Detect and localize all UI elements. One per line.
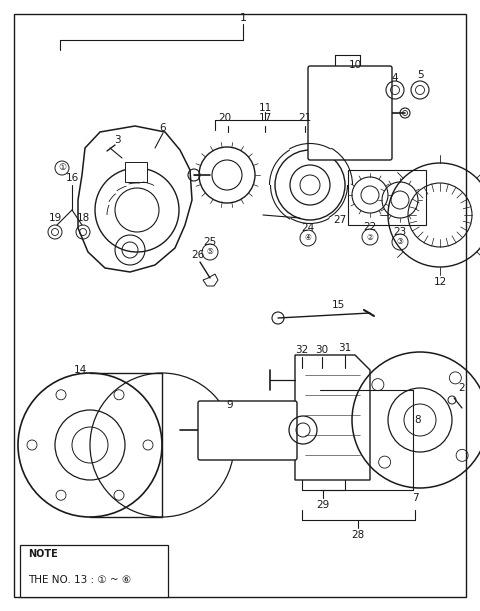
FancyBboxPatch shape	[198, 401, 297, 460]
Text: 25: 25	[204, 237, 216, 247]
Text: 32: 32	[295, 345, 309, 355]
FancyBboxPatch shape	[14, 14, 466, 597]
Text: 2: 2	[459, 383, 465, 393]
Text: 4: 4	[392, 73, 398, 83]
Text: 11: 11	[258, 103, 272, 113]
Text: 16: 16	[65, 173, 79, 183]
Text: 9: 9	[227, 400, 233, 410]
Text: 12: 12	[433, 277, 446, 287]
Text: ②: ②	[367, 233, 373, 241]
Text: 6: 6	[160, 123, 166, 133]
Text: 22: 22	[363, 222, 377, 232]
Text: THE NO. 13 : ① ~ ⑥: THE NO. 13 : ① ~ ⑥	[28, 575, 131, 585]
Text: 26: 26	[192, 250, 204, 260]
Text: 15: 15	[331, 300, 345, 310]
Text: 19: 19	[48, 213, 61, 223]
Text: 21: 21	[299, 113, 312, 123]
FancyBboxPatch shape	[20, 545, 168, 597]
Text: 31: 31	[338, 343, 352, 353]
Text: 17: 17	[258, 113, 272, 123]
Text: 23: 23	[394, 227, 407, 237]
Text: 10: 10	[348, 60, 361, 70]
Text: 30: 30	[315, 345, 329, 355]
Text: 1: 1	[240, 13, 247, 23]
Text: 5: 5	[417, 70, 423, 80]
Text: ①: ①	[58, 164, 66, 172]
Text: 18: 18	[76, 213, 90, 223]
Text: ③: ③	[396, 238, 403, 246]
FancyBboxPatch shape	[125, 162, 147, 182]
Text: 28: 28	[351, 530, 365, 540]
Text: 14: 14	[73, 365, 86, 375]
FancyBboxPatch shape	[308, 66, 392, 160]
Text: 3: 3	[114, 135, 120, 145]
Text: NOTE: NOTE	[28, 549, 58, 559]
Text: 27: 27	[334, 215, 347, 225]
Text: 7: 7	[412, 493, 418, 503]
Text: 20: 20	[218, 113, 231, 123]
Text: 29: 29	[316, 500, 330, 510]
Text: ④: ④	[305, 233, 312, 243]
Text: 8: 8	[415, 415, 421, 425]
Text: 24: 24	[301, 223, 314, 233]
Text: ⑤: ⑤	[206, 247, 214, 257]
